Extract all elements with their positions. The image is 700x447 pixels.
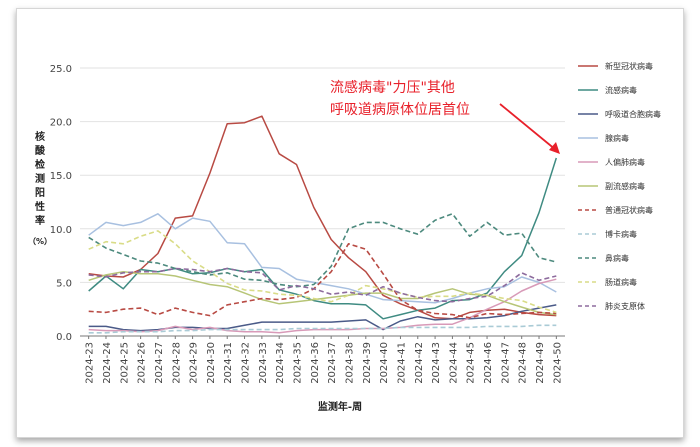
x-tick-label: 2024-27	[154, 342, 165, 384]
x-tick-label: 2024-48	[518, 342, 529, 384]
x-tick-label: 2024-35	[293, 342, 304, 384]
x-tick-label: 2024-46	[483, 342, 494, 384]
series-line	[88, 278, 557, 334]
x-tick-label: 2024-47	[500, 342, 511, 384]
x-axis-ticks: 2024-23 2024-24 2024-25 2024-26 2024-27 2024-…	[85, 336, 563, 384]
legend-label: 人偏肺病毒	[605, 157, 645, 167]
x-tick-label: 2024-50	[552, 342, 563, 384]
series-line	[88, 267, 557, 303]
y-axis-title-char: 检	[35, 158, 45, 171]
y-tick-label: 5.0	[56, 278, 72, 289]
y-axis-title-char: 阳	[35, 187, 45, 199]
x-tick-label: 2024-28	[171, 342, 182, 384]
x-tick-label: 2024-24	[102, 342, 113, 384]
series-line	[88, 230, 557, 314]
y-tick-label: 20.0	[50, 118, 72, 129]
x-tick-label: 2024-40	[379, 342, 390, 384]
series-line	[88, 213, 557, 304]
x-tick-label: 2024-25	[119, 342, 130, 384]
legend-label: 呼吸道合胞病毒	[605, 109, 661, 119]
y-axis-unit: （%）	[28, 236, 52, 246]
x-tick-label: 2024-45	[466, 342, 477, 384]
y-axis-title-char: 率	[35, 214, 45, 227]
x-tick-label: 2024-31	[223, 342, 234, 384]
x-tick-label: 2024-33	[258, 342, 269, 384]
x-tick-label: 2024-30	[206, 342, 217, 384]
series-line	[88, 157, 558, 320]
x-tick-label: 2024-23	[85, 342, 96, 384]
legend-label: 肠道病毒	[605, 277, 637, 287]
arrow-head	[549, 142, 560, 154]
arrow-shaft	[499, 103, 557, 151]
series-line	[88, 324, 557, 334]
legend: 新型冠状病毒流感病毒呼吸道合胞病毒腺病毒人偏肺病毒副流感病毒普通冠状病毒博卡病毒…	[578, 61, 661, 311]
chart-card	[16, 8, 684, 438]
y-axis-title-char: 核	[35, 130, 45, 143]
x-tick-label: 2024-41	[396, 342, 407, 384]
x-tick-label: 2024-37	[327, 342, 338, 384]
annotation-line-1: 流感病毒"力压"其他	[330, 79, 455, 96]
legend-label: 鼻病毒	[605, 253, 629, 263]
legend-label: 新型冠状病毒	[605, 61, 653, 71]
legend-label: 肺炎支原体	[605, 301, 645, 311]
x-tick-label: 2024-26	[137, 342, 148, 384]
annotation-line-2: 呼吸道病原体位居首位	[330, 102, 470, 118]
x-tick-label: 2024-44	[448, 342, 459, 384]
y-axis-ticks: 0.0 5.0 10.0 15.0 20.0 25.0	[50, 64, 72, 343]
x-tick-label: 2024-38	[344, 342, 355, 384]
y-tick-label: 10.0	[50, 225, 72, 236]
y-axis-title-char: 酸	[35, 144, 46, 157]
legend-label: 副流感病毒	[605, 181, 645, 191]
x-tick-label: 2024-49	[535, 342, 546, 384]
x-tick-label: 2024-29	[189, 342, 200, 384]
series-line	[88, 115, 557, 320]
series-line	[88, 304, 557, 332]
x-tick-label: 2024-32	[241, 342, 252, 384]
legend-label: 博卡病毒	[605, 229, 637, 239]
x-axis-title: 监测年-周	[318, 400, 362, 413]
x-tick-label: 2024-36	[310, 342, 321, 384]
y-axis-title-char: 测	[35, 172, 45, 185]
series-lines	[88, 115, 558, 334]
legend-label: 普通冠状病毒	[605, 205, 653, 215]
series-line	[88, 213, 557, 288]
x-tick-label: 2024-34	[275, 342, 286, 384]
gridlines	[80, 67, 565, 337]
legend-label: 腺病毒	[605, 133, 629, 143]
y-tick-label: 15.0	[50, 171, 72, 182]
y-axis-title-text: 核酸检测阳性率 （%）	[28, 130, 52, 246]
y-axis-title-char: 性	[34, 200, 45, 213]
x-tick-label: 2024-43	[431, 342, 442, 384]
y-tick-label: 0.0	[56, 332, 72, 343]
legend-label: 流感病毒	[605, 85, 637, 95]
x-tick-label: 2024-39	[362, 342, 373, 384]
x-tick-label: 2024-42	[414, 342, 425, 384]
y-tick-label: 25.0	[50, 64, 72, 75]
y-axis-title: 核酸检测阳性率 （%）	[28, 130, 52, 246]
annotation-arrow	[499, 103, 560, 154]
series-line	[88, 243, 557, 319]
